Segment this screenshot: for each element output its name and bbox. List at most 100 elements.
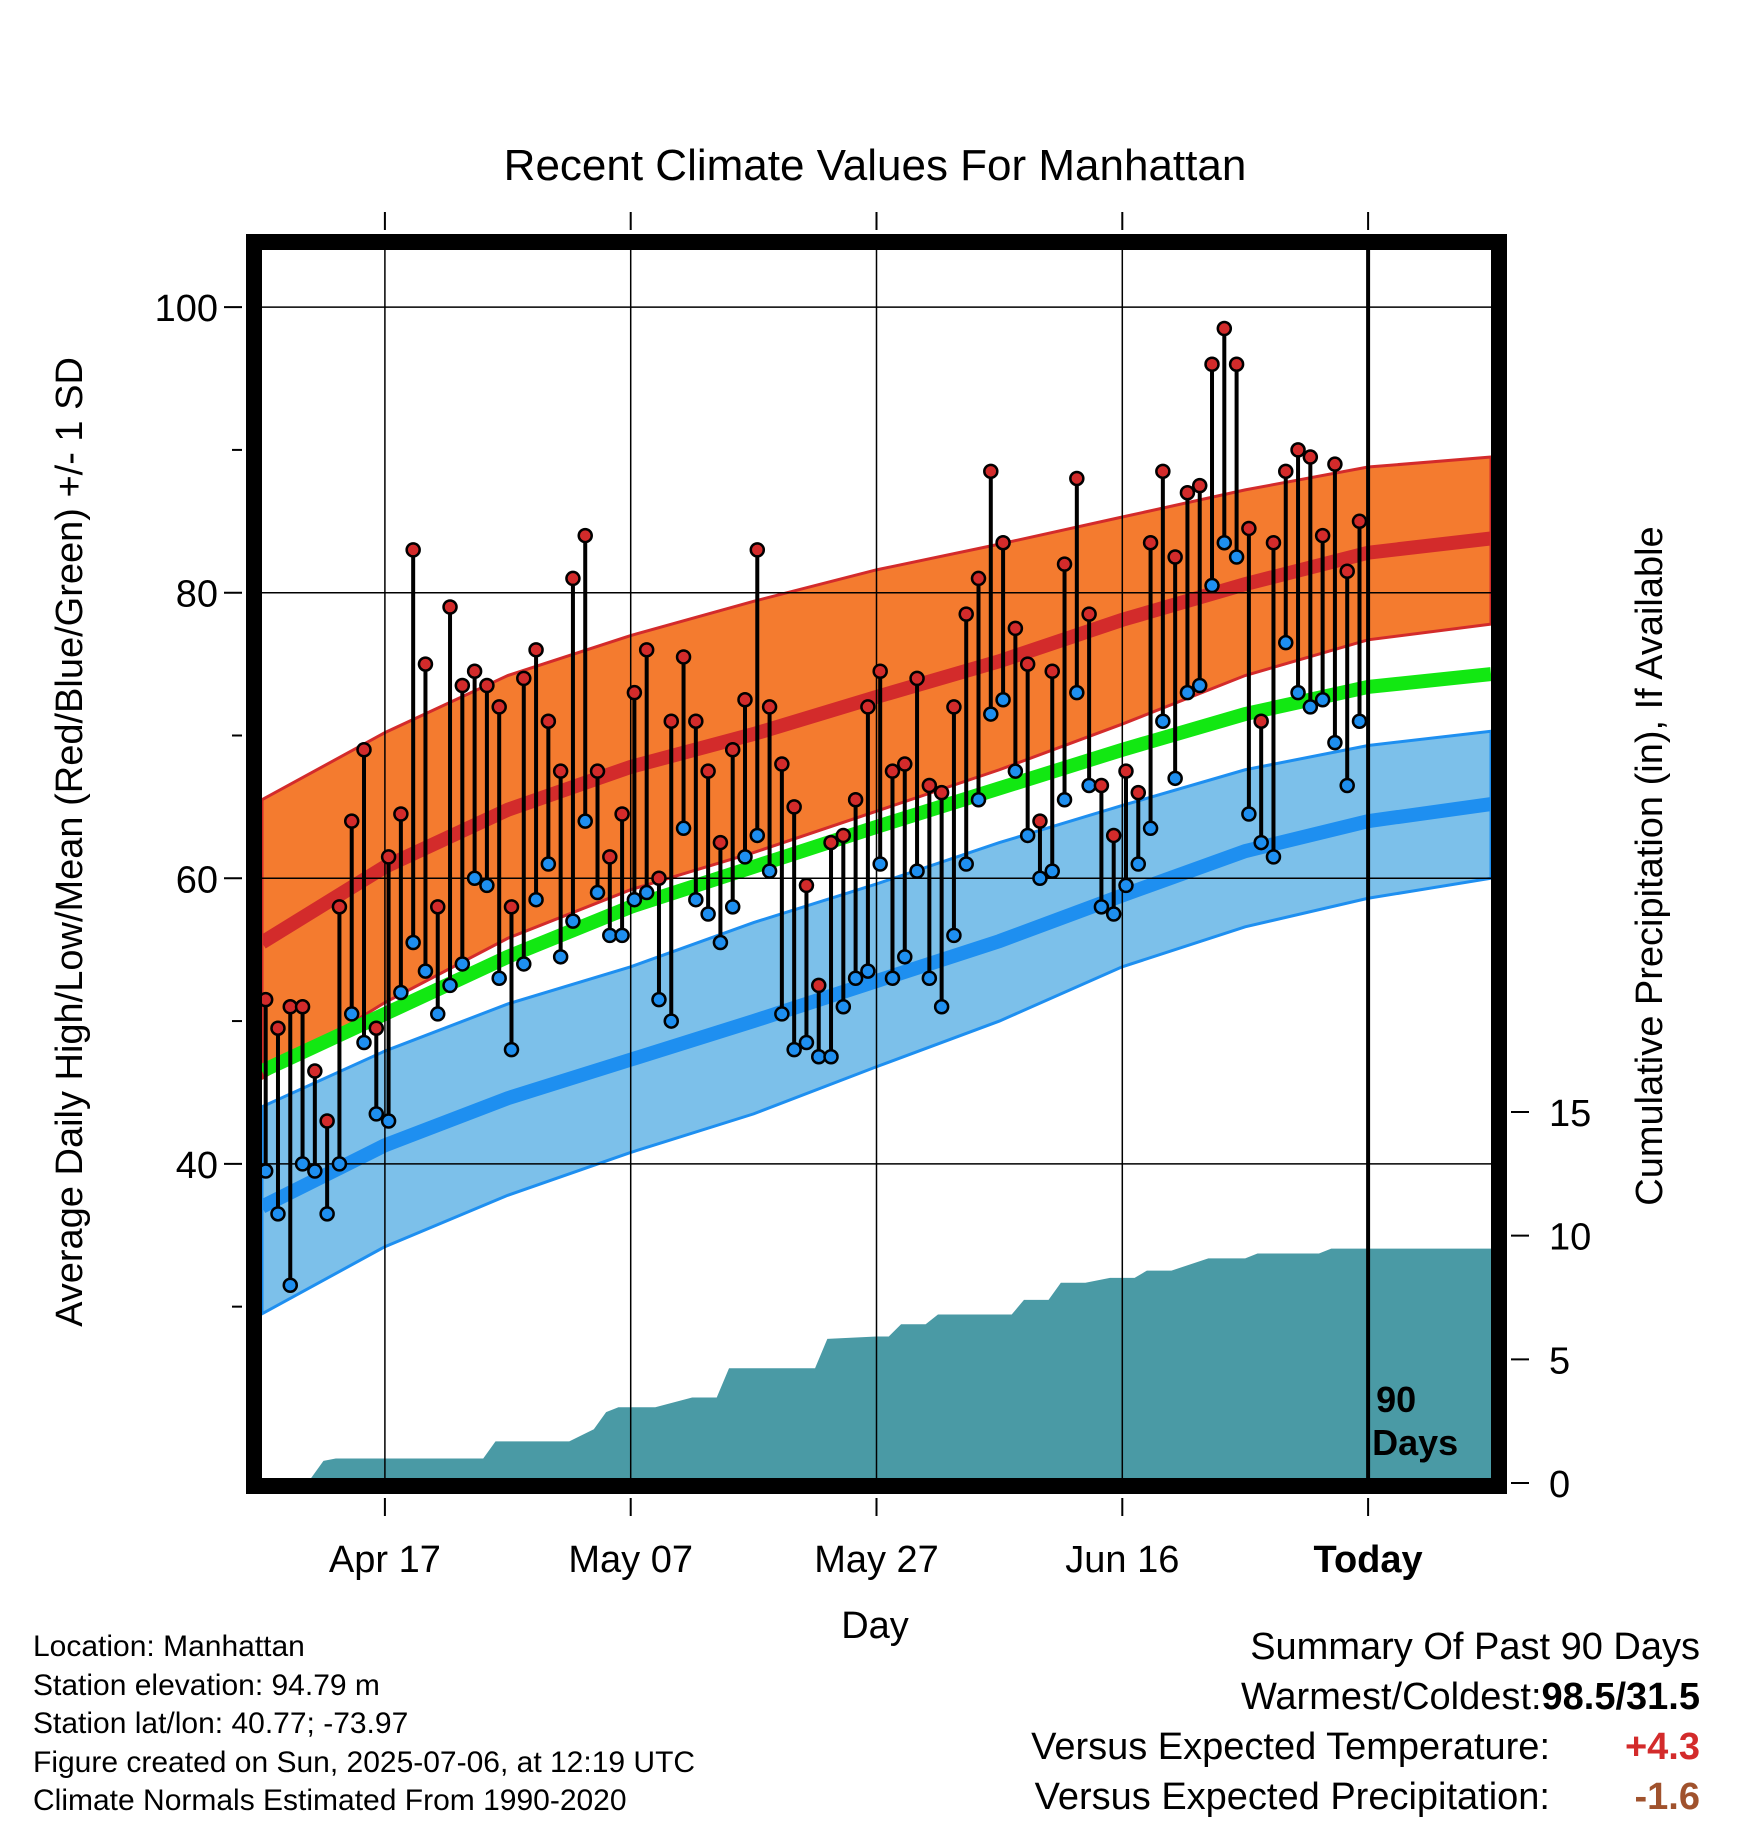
- daily-low-point: [1253, 834, 1269, 851]
- daily-high-point: [921, 777, 938, 794]
- daily-low-point: [368, 1106, 385, 1122]
- daily-low-point: [897, 949, 913, 965]
- daily-high-point: [933, 784, 950, 801]
- daily-high-point: [835, 827, 852, 844]
- y-tick-label: 60: [176, 859, 218, 901]
- daily-high-point: [565, 570, 581, 587]
- daily-high-point: [540, 713, 557, 729]
- daily-high-point: [737, 692, 753, 708]
- plot-frame: [246, 234, 1507, 1494]
- daily-low-point: [995, 692, 1011, 708]
- daily-low-point: [1314, 692, 1331, 708]
- daily-low-point: [946, 927, 962, 944]
- chart-title: Recent Climate Values For Manhattan: [504, 141, 1247, 190]
- daily-high-point: [417, 656, 434, 672]
- daily-high-point: [724, 742, 741, 758]
- daily-high-point: [958, 606, 974, 622]
- daily-high-point: [1093, 777, 1110, 794]
- daily-low-point: [528, 891, 544, 908]
- daily-low-point: [921, 970, 938, 986]
- daily-low-point: [540, 856, 557, 872]
- daily-high-point: [1253, 713, 1269, 729]
- daily-low-point: [429, 1006, 446, 1022]
- y-tick-label: 100: [155, 288, 218, 330]
- daily-high-point: [1191, 477, 1208, 494]
- daily-low-point: [860, 963, 876, 979]
- daily-high-point: [1228, 356, 1245, 372]
- daily-low-point: [761, 863, 778, 879]
- y2-tick-label: 15: [1549, 1093, 1591, 1135]
- daily-low-point: [1339, 777, 1355, 794]
- daily-high-point: [700, 763, 716, 779]
- daily-high-point: [1142, 534, 1159, 551]
- precip-departure-value: -1.6: [1634, 1776, 1700, 1818]
- daily-high-point: [343, 813, 360, 829]
- daily-high-point: [909, 670, 925, 687]
- daily-high-point: [552, 763, 569, 779]
- daily-low-point: [884, 970, 901, 986]
- daily-low-point: [503, 1041, 520, 1058]
- summary-panel: Summary Of Past 90 Days Warmest/Coldest:…: [1031, 1622, 1700, 1822]
- daily-high-point: [491, 699, 507, 715]
- daily-high-point: [884, 763, 901, 779]
- daily-low-point: [1228, 549, 1245, 565]
- daily-low-point: [958, 856, 974, 872]
- daily-low-point: [466, 870, 483, 887]
- daily-low-point: [479, 877, 495, 894]
- daily-low-point: [1204, 577, 1220, 594]
- daily-high-point: [1056, 556, 1073, 572]
- daily-high-point: [810, 977, 827, 994]
- daily-low-point: [786, 1041, 802, 1058]
- daily-low-point: [1105, 906, 1122, 922]
- daily-high-point: [1339, 563, 1355, 580]
- daily-low-point: [1032, 870, 1048, 887]
- normals-text: Climate Normals Estimated From 1990-2020: [33, 1784, 627, 1817]
- daily-high-point: [380, 849, 397, 865]
- daily-low-point: [491, 970, 507, 986]
- daily-low-point: [712, 934, 729, 951]
- x-axis-label: Day: [841, 1605, 909, 1647]
- daily-low-point: [380, 1113, 397, 1129]
- daily-low-point: [331, 1156, 348, 1172]
- daily-low-point: [724, 899, 741, 915]
- daily-low-point: [1155, 713, 1171, 729]
- daily-high-point: [454, 677, 471, 694]
- x-tick-label: May 07: [568, 1539, 693, 1581]
- daily-low-point: [1278, 634, 1294, 651]
- daily-high-point: [946, 699, 962, 715]
- daily-low-point: [1265, 849, 1282, 865]
- daily-high-point: [749, 542, 766, 558]
- daily-low-point: [1302, 699, 1319, 715]
- created-text: Figure created on Sun, 2025-07-06, at 12…: [33, 1745, 696, 1779]
- daily-low-point: [1216, 534, 1233, 551]
- daily-high-point: [1019, 656, 1036, 672]
- daily-high-point: [1007, 620, 1024, 637]
- daily-low-point: [983, 706, 999, 722]
- daily-high-point: [638, 642, 655, 658]
- daily-low-point: [749, 827, 766, 844]
- warmest-coldest-value: 98.5/31.5: [1541, 1676, 1700, 1718]
- daily-high-point: [860, 699, 876, 715]
- y2-axis-label: Cumulative Precipitation (in), If Availa…: [1629, 526, 1671, 1205]
- daily-high-point: [614, 806, 630, 822]
- daily-high-point: [1167, 549, 1183, 565]
- location-text: Location: Manhattan: [33, 1630, 305, 1663]
- y2-tick-label: 10: [1549, 1217, 1591, 1259]
- daily-high-point: [405, 542, 421, 558]
- daily-low-point: [1351, 713, 1368, 729]
- daily-low-point: [454, 956, 471, 972]
- daily-high-point: [798, 877, 815, 894]
- daily-low-point: [933, 999, 950, 1015]
- daily-high-point: [1105, 827, 1122, 844]
- daily-low-point: [1056, 791, 1073, 808]
- daily-high-point: [1314, 527, 1331, 544]
- daily-low-point: [1007, 763, 1024, 779]
- daily-high-point: [983, 463, 999, 480]
- station-info: Location: Manhattan Station elevation: 9…: [33, 1628, 695, 1821]
- daily-high-point: [786, 799, 802, 815]
- daily-low-point: [417, 963, 434, 979]
- daily-high-point: [1032, 813, 1048, 829]
- daily-low-point: [1167, 770, 1183, 787]
- daily-low-point: [614, 927, 630, 944]
- daily-low-point: [1179, 684, 1196, 701]
